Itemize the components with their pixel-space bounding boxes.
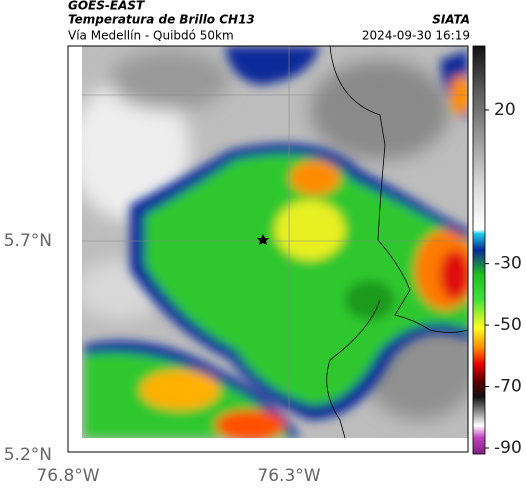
source: GOES-EAST bbox=[68, 0, 145, 13]
location-marker bbox=[257, 234, 269, 245]
colorbar-tick-label: -70 bbox=[494, 377, 522, 397]
lat-label: 5.7°N bbox=[4, 231, 52, 251]
subtitle: Vía Medellín - Quibdó 50km bbox=[68, 29, 234, 43]
timestamp: 2024-09-30 16:19 bbox=[362, 29, 470, 43]
satellite-image bbox=[82, 46, 468, 438]
lat-label: 5.2°N bbox=[4, 445, 52, 465]
lon-label: 76.3°W bbox=[257, 466, 320, 486]
colorbar bbox=[472, 45, 486, 455]
colorbar-tick-label: -30 bbox=[494, 254, 522, 274]
title: Temperatura de Brillo CH13 bbox=[68, 13, 255, 27]
map-frame bbox=[67, 45, 469, 453]
colorbar-tick-label: -50 bbox=[494, 315, 522, 335]
colorbar-ticks: 20 -30 -50 -70 -90 bbox=[485, 100, 522, 458]
brand: SIATA bbox=[432, 13, 470, 27]
colorbar-tick-label: 20 bbox=[494, 100, 516, 120]
lon-label: 76.8°W bbox=[36, 466, 99, 486]
colorbar-tick-label: -90 bbox=[494, 438, 522, 458]
